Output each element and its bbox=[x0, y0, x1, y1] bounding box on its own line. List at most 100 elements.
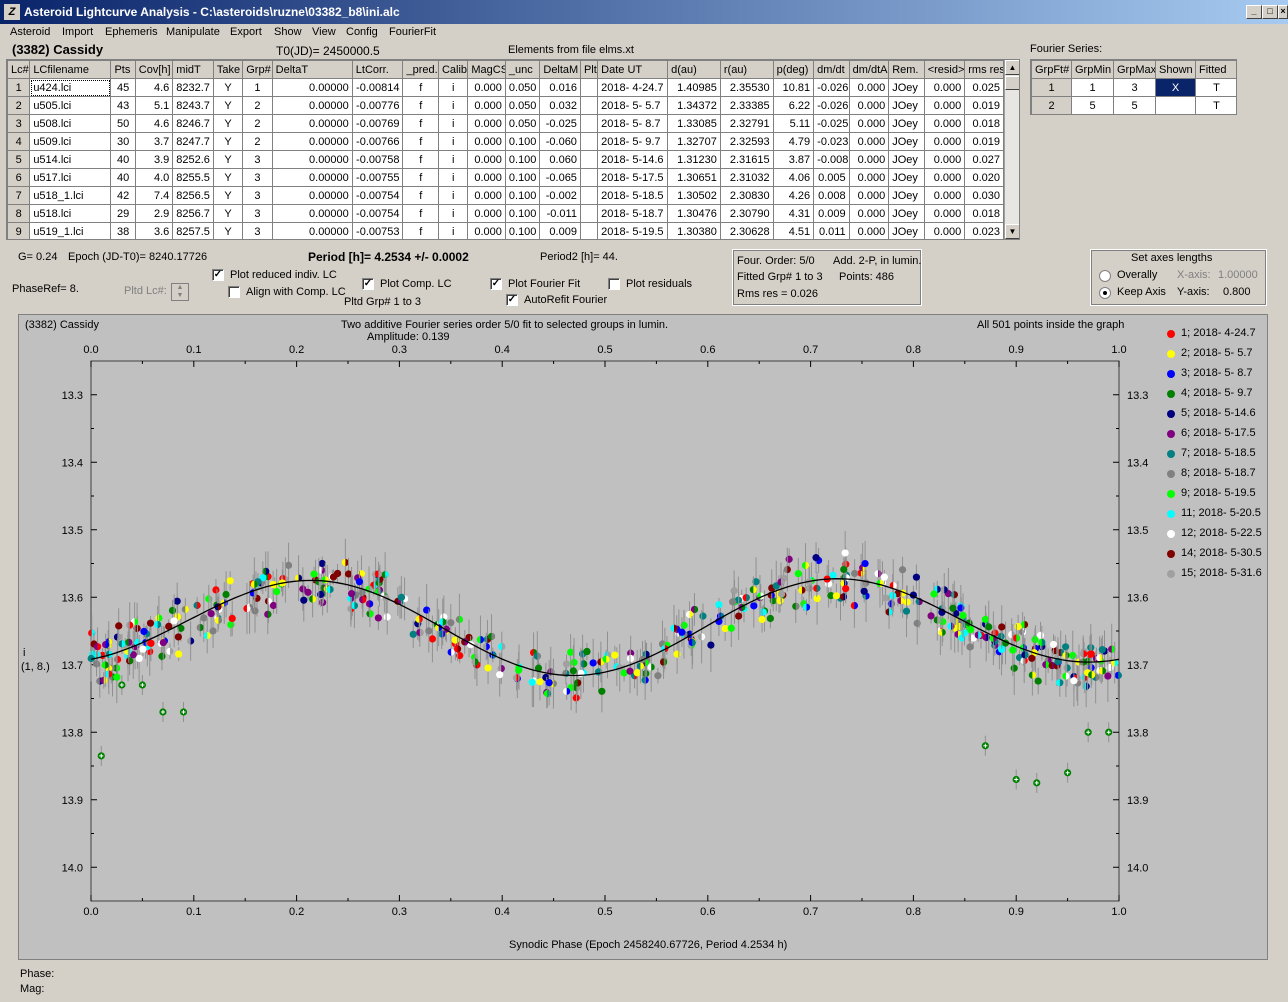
table-cell[interactable]: Y bbox=[212, 96, 244, 115]
table-cell[interactable]: -0.002 bbox=[539, 186, 581, 205]
table-cell[interactable]: 30 bbox=[110, 132, 136, 151]
table-cell[interactable]: 1.30502 bbox=[667, 186, 721, 205]
table-cell[interactable]: 0.060 bbox=[539, 150, 581, 169]
lc-column-header[interactable]: d(au) bbox=[667, 60, 721, 79]
table-cell[interactable]: 2.30830 bbox=[719, 186, 774, 205]
table-cell[interactable]: 3 bbox=[1113, 78, 1156, 97]
table-cell[interactable]: f bbox=[402, 96, 439, 115]
table-cell[interactable]: 0.000 bbox=[923, 186, 966, 205]
table-row[interactable]: 8 u518.lci 29 2.9 8256.7 Y 3 0.00000 -0.00754 f i 0… bbox=[7, 204, 1004, 223]
table-cell[interactable]: 2.32593 bbox=[719, 132, 774, 151]
table-cell[interactable]: 0.018 bbox=[964, 204, 1004, 223]
minimize-button[interactable]: _ bbox=[1246, 5, 1262, 19]
table-cell[interactable]: 0.019 bbox=[964, 96, 1004, 115]
table-cell[interactable]: 0.000 bbox=[848, 150, 890, 169]
table-cell[interactable]: 5.1 bbox=[134, 96, 174, 115]
table-cell[interactable]: 10.81 bbox=[772, 78, 815, 97]
table-cell[interactable]: JOey bbox=[888, 114, 925, 133]
menu-view[interactable]: View bbox=[312, 26, 336, 38]
table-cell[interactable]: 0.000 bbox=[848, 186, 890, 205]
keep-axis-radio[interactable] bbox=[1099, 287, 1111, 299]
table-cell[interactable]: 2 bbox=[1031, 96, 1072, 114]
table-cell[interactable] bbox=[579, 78, 599, 97]
table-cell[interactable]: Y bbox=[212, 168, 244, 187]
table-cell[interactable]: 0.000 bbox=[848, 114, 890, 133]
table-cell[interactable]: 0.000 bbox=[467, 204, 506, 223]
table-cell[interactable]: 0.00000 bbox=[271, 78, 353, 97]
table-cell[interactable]: 4.6 bbox=[134, 114, 174, 133]
table-cell[interactable]: 2018- 5- 8.7 bbox=[597, 114, 669, 133]
lc-column-header[interactable]: _unc bbox=[504, 60, 541, 79]
table-cell[interactable]: 0.000 bbox=[848, 168, 890, 187]
table-cell[interactable]: Y bbox=[212, 114, 244, 133]
table-cell[interactable]: 0.000 bbox=[467, 150, 506, 169]
table-cell[interactable] bbox=[579, 204, 599, 223]
table-cell[interactable]: 8255.5 bbox=[172, 168, 214, 187]
table-cell[interactable]: -0.026 bbox=[813, 96, 850, 115]
table-cell[interactable]: X bbox=[1155, 78, 1196, 97]
table-row[interactable]: 1 u424.lci 45 4.6 8232.7 Y 1 0.00000 -0.00814 f i 0… bbox=[7, 78, 1004, 97]
table-cell[interactable]: -0.060 bbox=[539, 132, 581, 151]
table-cell[interactable]: 0.100 bbox=[504, 150, 541, 169]
table-cell[interactable]: f bbox=[402, 168, 439, 187]
table-cell[interactable]: 4 bbox=[7, 132, 31, 151]
table-cell[interactable]: 8247.7 bbox=[172, 132, 214, 151]
table-cell[interactable]: 8257.5 bbox=[172, 222, 214, 239]
lightcurve-plot[interactable]: 0.0 0.0 0.1 0.1 0.2 0.2 0.3 0.3 0.4 0.4 0.5 0.5 0.6 0… bbox=[19, 315, 1269, 961]
lc-column-header[interactable]: <resid> bbox=[923, 60, 966, 79]
table-cell[interactable]: 45 bbox=[110, 78, 136, 97]
table-cell[interactable]: 2.32791 bbox=[719, 114, 774, 133]
table-cell[interactable]: 0.005 bbox=[813, 168, 850, 187]
fourier-column-header[interactable]: GrpMin bbox=[1071, 60, 1114, 79]
plot-residuals-checkbox[interactable] bbox=[608, 278, 620, 290]
table-cell[interactable]: 2.31032 bbox=[719, 168, 774, 187]
table-cell[interactable]: 4.26 bbox=[772, 186, 815, 205]
table-cell[interactable]: -0.025 bbox=[813, 114, 850, 133]
table-cell[interactable]: f bbox=[402, 150, 439, 169]
table-cell[interactable]: i bbox=[437, 150, 469, 169]
table-cell[interactable] bbox=[579, 96, 599, 115]
plot-fourier-checkbox[interactable]: ✓ bbox=[490, 278, 502, 290]
table-cell[interactable]: u517.lci bbox=[29, 168, 112, 187]
table-cell[interactable]: -0.008 bbox=[813, 150, 850, 169]
table-cell[interactable]: 1 bbox=[1071, 78, 1114, 97]
table-cell[interactable]: 0.00000 bbox=[271, 96, 353, 115]
lc-column-header[interactable]: DeltaT bbox=[271, 60, 353, 79]
lc-column-header[interactable]: LtCorr. bbox=[351, 60, 404, 79]
table-cell[interactable]: 6.22 bbox=[772, 96, 815, 115]
table-cell[interactable]: 50 bbox=[110, 114, 136, 133]
table-cell[interactable]: JOey bbox=[888, 78, 925, 97]
table-cell[interactable]: 2018- 5-17.5 bbox=[597, 168, 669, 187]
table-cell[interactable]: T bbox=[1195, 96, 1236, 114]
table-cell[interactable]: 3.9 bbox=[134, 150, 174, 169]
table-cell[interactable]: 2 bbox=[242, 114, 273, 133]
table-cell[interactable]: 0.020 bbox=[964, 168, 1004, 187]
menu-config[interactable]: Config bbox=[346, 26, 378, 38]
table-cell[interactable]: -0.011 bbox=[539, 204, 581, 223]
table-cell[interactable]: u509.lci bbox=[29, 132, 112, 151]
table-cell[interactable]: 0.009 bbox=[813, 204, 850, 223]
table-cell[interactable]: 2.31615 bbox=[719, 150, 774, 169]
table-row[interactable]: 3 u508.lci 50 4.6 8246.7 Y 2 0.00000 -0.00769 f i 0… bbox=[7, 114, 1004, 133]
table-cell[interactable]: 0.018 bbox=[964, 114, 1004, 133]
table-cell[interactable]: 6 bbox=[7, 168, 31, 187]
table-cell[interactable]: 3 bbox=[242, 204, 273, 223]
lc-column-header[interactable]: MagCS bbox=[467, 60, 506, 79]
table-cell[interactable]: -0.026 bbox=[813, 78, 850, 97]
table-cell[interactable]: 0.050 bbox=[504, 114, 541, 133]
table-cell[interactable] bbox=[579, 132, 599, 151]
table-cell[interactable]: 0.000 bbox=[848, 132, 890, 151]
table-cell[interactable] bbox=[579, 222, 599, 239]
table-cell[interactable]: 8232.7 bbox=[172, 78, 214, 97]
plot-comp-checkbox[interactable]: ✓ bbox=[362, 278, 374, 290]
table-cell[interactable]: -0.00814 bbox=[351, 78, 404, 97]
table-cell[interactable]: Y bbox=[212, 132, 244, 151]
table-row[interactable]: 4 u509.lci 30 3.7 8247.7 Y 2 0.00000 -0.00766 f i 0… bbox=[7, 132, 1004, 151]
table-cell[interactable]: 40 bbox=[110, 150, 136, 169]
table-cell[interactable]: 0.025 bbox=[964, 78, 1004, 97]
table-cell[interactable]: 4.51 bbox=[772, 222, 815, 239]
table-cell[interactable]: 3 bbox=[242, 222, 273, 239]
table-cell[interactable]: 3 bbox=[242, 186, 273, 205]
table-cell[interactable]: 8243.7 bbox=[172, 96, 214, 115]
table-cell[interactable]: 4.6 bbox=[134, 78, 174, 97]
